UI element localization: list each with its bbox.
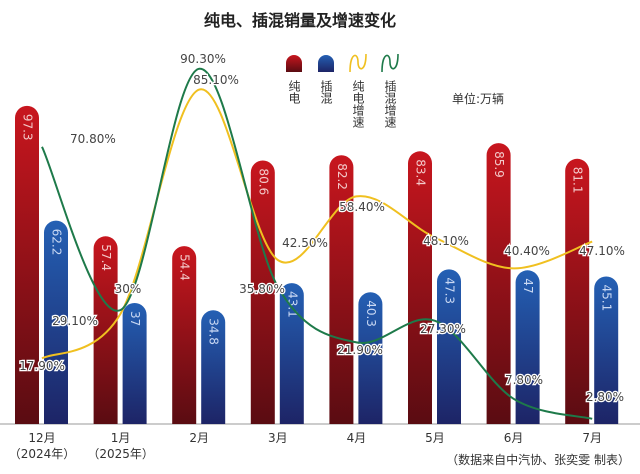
bar-value-label: 57.4 <box>99 244 113 271</box>
bar-phev <box>201 310 226 424</box>
bar-bev <box>15 105 39 424</box>
x-tick-label: 1月 <box>111 431 131 445</box>
legend-label: 纯电 <box>287 80 301 104</box>
bar-value-label: 83.4 <box>414 159 428 186</box>
line-phev-growth <box>41 67 593 420</box>
legend-swatch-line <box>349 53 367 73</box>
x-tick-label: 7月 <box>582 431 602 445</box>
bar-value-label: 54.4 <box>178 254 192 281</box>
x-tick-label: 12月 <box>28 431 55 445</box>
bar-bev <box>93 236 118 424</box>
bar-phev <box>437 269 461 424</box>
legend-swatch-line <box>381 53 399 73</box>
growth-label: 2.80% <box>586 390 624 404</box>
growth-label: 58.40% <box>339 200 385 214</box>
bar-bev <box>172 246 197 424</box>
legend-label: 插混 <box>319 80 333 104</box>
growth-label: 90.30% <box>180 52 226 66</box>
legend-label: 插混增速 <box>383 80 397 128</box>
growth-label: 70.80% <box>70 132 116 146</box>
growth-label: 7.80% <box>505 373 543 387</box>
x-tick-label: 5月 <box>425 431 445 445</box>
growth-label: 21.90% <box>337 343 383 357</box>
bar-phev <box>358 292 383 424</box>
bar-phev <box>279 283 304 424</box>
bar-value-label: 45.1 <box>600 285 614 312</box>
x-tick-label: 6月 <box>504 431 524 445</box>
bar-bev <box>408 151 432 425</box>
bar-value-label: 37 <box>128 311 142 326</box>
source-note: （数据来自中汽协、张奕雯 制表） <box>446 452 630 467</box>
x-tick-label: 2月 <box>189 431 209 445</box>
growth-label: 42.50% <box>282 236 328 250</box>
bar-bev <box>565 158 590 424</box>
bar-bev <box>329 155 354 424</box>
legend-label: 纯电增速 <box>351 80 365 128</box>
growth-label: 40.40% <box>504 244 550 258</box>
legend-swatch-bar <box>286 55 302 72</box>
legend: 纯电 插混 纯电增速 插混增速 <box>286 53 399 128</box>
x-tick-label: 4月 <box>347 431 367 445</box>
bar-value-label: 47.3 <box>443 277 457 304</box>
line-bev-growth <box>41 88 593 360</box>
legend-swatch-bar <box>318 55 334 72</box>
bar-value-label: 80.6 <box>256 168 270 195</box>
chart-title: 纯电、插混销量及增速变化 <box>204 11 396 30</box>
x-tick-sublabel: （2025年） <box>87 447 154 461</box>
bar-phev <box>44 220 68 424</box>
growth-label: 48.10% <box>423 234 469 248</box>
bar-value-label: 47 <box>521 278 535 293</box>
bar-value-label: 62.2 <box>50 229 64 256</box>
x-tick-label: 3月 <box>268 431 288 445</box>
unit-note: 单位:万辆 <box>452 91 504 106</box>
growth-label: 47.10% <box>579 244 625 258</box>
growth-label: 27.30% <box>420 322 466 336</box>
bar-phev <box>594 276 619 424</box>
bar-phev <box>515 270 540 424</box>
bar-value-label: 85.9 <box>492 151 506 178</box>
x-tick-sublabel: （2024年） <box>9 447 76 461</box>
bar-bev <box>486 143 511 424</box>
growth-label: 29.10% <box>52 314 98 328</box>
bar-phev <box>122 303 147 424</box>
growth-label: 35.80% <box>239 282 285 296</box>
bar-value-label: 40.3 <box>364 300 378 327</box>
bar-value-label: 81.1 <box>571 167 585 194</box>
growth-label: 30% <box>115 282 142 296</box>
growth-label: 85.10% <box>193 73 239 87</box>
bar-value-label: 34.8 <box>207 318 221 345</box>
bar-value-label: 82.2 <box>335 163 349 190</box>
bar-value-label: 97.3 <box>21 114 35 141</box>
growth-label: 17.90% <box>19 359 65 373</box>
